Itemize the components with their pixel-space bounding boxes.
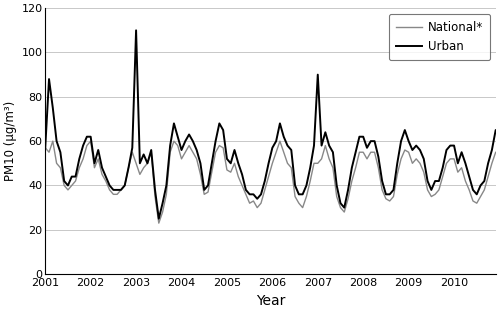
Urban — [273, 139, 279, 143]
Urban — [133, 28, 139, 32]
Urban — [330, 150, 336, 154]
National* — [42, 146, 48, 150]
National* — [342, 210, 347, 214]
National* — [76, 166, 82, 170]
National* — [50, 139, 56, 143]
National* — [273, 150, 279, 154]
Urban — [171, 122, 177, 125]
National* — [171, 139, 177, 143]
National* — [156, 221, 162, 225]
National* — [364, 157, 370, 161]
Urban — [42, 146, 48, 150]
Line: National*: National* — [45, 141, 500, 223]
X-axis label: Year: Year — [256, 294, 285, 308]
Urban — [156, 217, 162, 221]
Line: Urban: Urban — [45, 30, 500, 219]
Legend: National*, Urban: National*, Urban — [388, 14, 490, 60]
Urban — [364, 146, 370, 150]
National* — [330, 166, 336, 170]
Y-axis label: PM10 (μg/m³): PM10 (μg/m³) — [4, 101, 17, 181]
Urban — [342, 206, 347, 209]
Urban — [72, 175, 78, 178]
